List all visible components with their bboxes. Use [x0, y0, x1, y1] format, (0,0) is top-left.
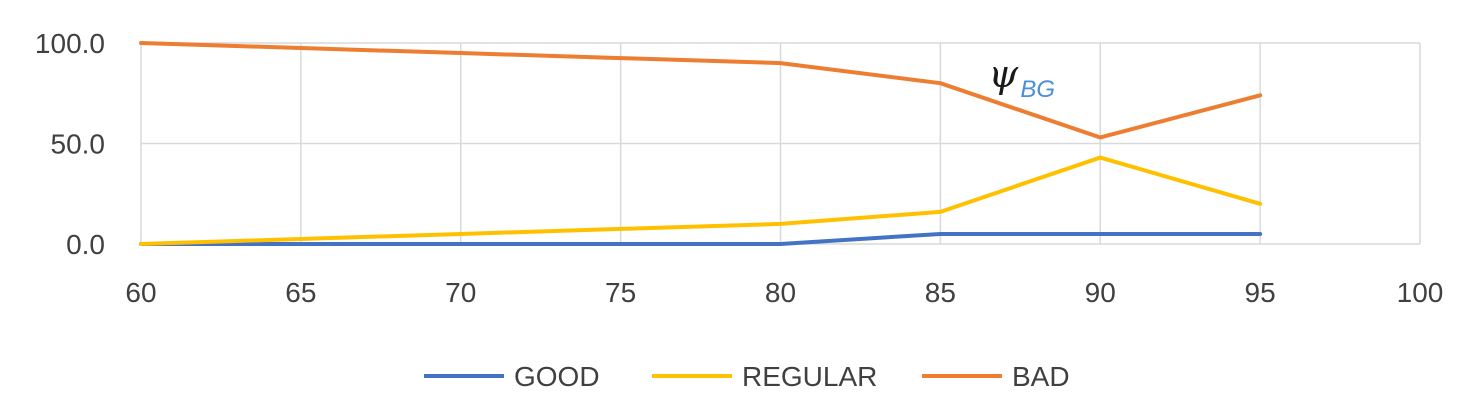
y-tick-label: 100.0 [35, 28, 105, 59]
x-tick-label: 75 [605, 277, 636, 308]
grid [140, 42, 1421, 245]
y-axis-ticks: 0.0 50.0 100.0 [35, 28, 105, 260]
legend-label-good: GOOD [514, 361, 600, 392]
series-line-good [139, 231, 1263, 246]
x-tick-label: 90 [1085, 277, 1116, 308]
psi-symbol: ψ [988, 52, 1019, 96]
legend-label-bad: BAD [1012, 361, 1070, 392]
legend: GOOD REGULAR BAD [424, 361, 1070, 392]
x-tick-label: 70 [445, 277, 476, 308]
series-lines [139, 41, 1263, 246]
x-tick-label: 60 [125, 277, 156, 308]
series-line-regular [139, 155, 1263, 246]
psi-subscript: BG [1020, 76, 1055, 103]
x-tick-label: 65 [285, 277, 316, 308]
x-tick-label: 85 [925, 277, 956, 308]
series-line-bad [139, 41, 1263, 140]
y-tick-label: 0.0 [66, 229, 105, 260]
x-axis-ticks: 60 65 70 75 80 85 90 95 100 [125, 277, 1443, 308]
x-tick-label: 80 [765, 277, 796, 308]
psi-annotation: ψ BG [988, 52, 1055, 103]
x-tick-label: 95 [1245, 277, 1276, 308]
x-tick-label: 100 [1397, 277, 1444, 308]
legend-label-regular: REGULAR [742, 361, 877, 392]
y-tick-label: 50.0 [51, 129, 106, 160]
